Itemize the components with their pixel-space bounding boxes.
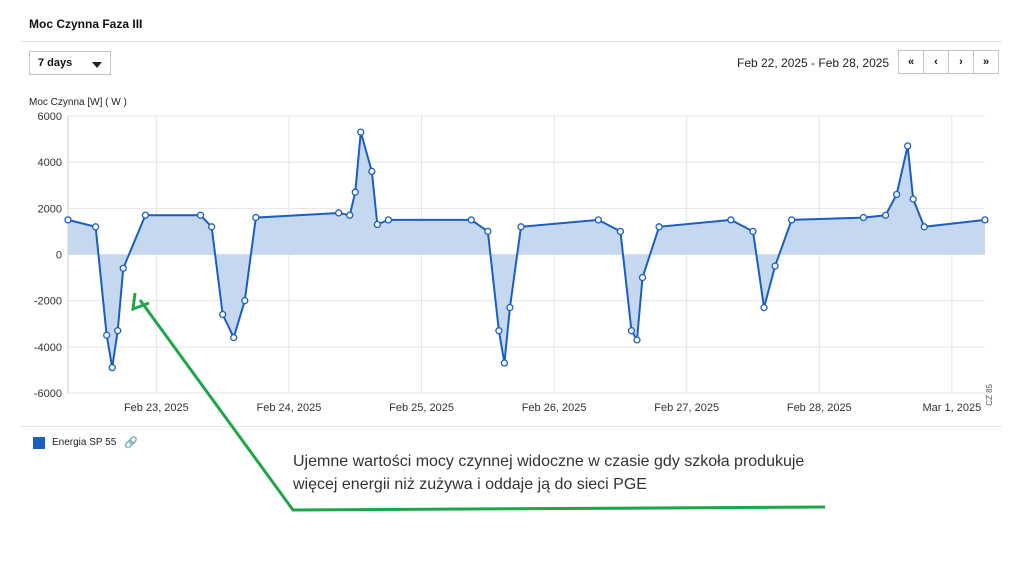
x-tick-label: Mar 1, 2025 <box>923 402 982 414</box>
source-tag: CZ 85 <box>985 384 994 406</box>
series-point <box>859 213 868 222</box>
y-tick-label: 0 <box>56 250 62 262</box>
series-point <box>467 216 475 224</box>
time-range-dropdown[interactable]: 7 days <box>29 51 111 75</box>
y-tick-label: -2000 <box>34 296 62 308</box>
series-point <box>627 327 636 335</box>
series-point <box>771 262 779 270</box>
series-point <box>357 128 365 136</box>
series-point <box>655 223 663 231</box>
title-divider <box>20 41 1002 42</box>
series-point <box>230 333 238 342</box>
series-point <box>495 327 503 335</box>
annotation-text: Ujemne wartości mocy czynnej widoczne w … <box>293 453 805 493</box>
legend-divider <box>20 426 1002 427</box>
series-point <box>103 331 111 339</box>
series-point <box>506 303 514 312</box>
series-point <box>517 223 525 231</box>
series-point <box>594 216 602 224</box>
series-point <box>904 142 912 150</box>
chevron-down-icon <box>92 62 102 68</box>
series-point <box>920 223 928 231</box>
y-tick-label: -4000 <box>34 342 62 354</box>
series-point <box>141 211 149 219</box>
series-point <box>500 359 509 367</box>
series-point <box>335 209 343 217</box>
x-tick-label: Feb 27, 2025 <box>654 402 719 414</box>
x-tick-label: Feb 25, 2025 <box>389 402 454 414</box>
series-point <box>484 227 492 236</box>
power-chart: 6000 4000 2000 0 -2000 -4000 -6000 Feb 23, 2025… <box>34 111 989 414</box>
series-point <box>207 223 216 231</box>
series-point <box>219 310 227 319</box>
y-tick-label: 2000 <box>38 203 62 215</box>
series-point <box>64 216 72 224</box>
legend-series-name[interactable]: Energia SP 55 <box>52 437 117 448</box>
series-point <box>749 227 757 236</box>
y-tick-label: 6000 <box>38 111 62 123</box>
date-navigation: « ‹ › » <box>898 50 999 74</box>
series-point <box>368 167 376 176</box>
y-tick-label: 4000 <box>38 157 62 169</box>
series-point <box>108 363 116 372</box>
x-tick-label: Feb 23, 2025 <box>124 402 189 414</box>
series-point <box>346 211 354 219</box>
y-tick-label: -6000 <box>34 388 62 400</box>
panel-title: Moc Czynna Faza III <box>29 17 143 31</box>
series-point <box>760 303 768 312</box>
series-point <box>252 213 260 222</box>
x-tick-label: Feb 28, 2025 <box>787 402 852 414</box>
series-point <box>881 211 890 219</box>
series-point <box>788 216 796 224</box>
series-point <box>727 216 735 224</box>
series-point <box>638 273 647 282</box>
series-point <box>119 264 127 273</box>
chart-legend: Energia SP 55 🔗 <box>33 436 138 449</box>
series-point <box>373 220 381 229</box>
series-point <box>981 216 989 224</box>
series-area <box>68 132 985 368</box>
series-point <box>114 327 122 335</box>
x-tick-label: Feb 24, 2025 <box>257 402 322 414</box>
series-point <box>616 227 625 236</box>
x-tick-label: Feb 26, 2025 <box>522 402 587 414</box>
series-point <box>241 297 249 305</box>
series-point <box>633 336 641 344</box>
series-point <box>384 216 393 224</box>
series-point <box>351 188 359 196</box>
date-range-label: Feb 22, 2025 - Feb 28, 2025 <box>737 56 890 70</box>
legend-swatch <box>33 436 45 449</box>
series-point <box>909 195 917 203</box>
link-icon[interactable]: 🔗 <box>124 437 139 449</box>
series-point <box>91 223 100 231</box>
series-point <box>196 211 205 219</box>
time-range-value: 7 days <box>38 57 73 69</box>
y-axis-label: Moc Czynna [W] ( W ) <box>29 97 127 108</box>
last-page-button[interactable]: » <box>973 50 999 74</box>
series-point <box>892 190 901 199</box>
